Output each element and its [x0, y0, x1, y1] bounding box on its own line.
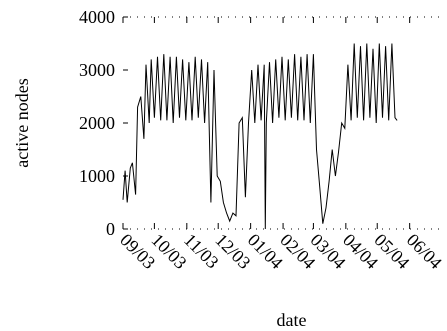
series-line [122, 43, 398, 230]
y-tick-label: 2000 [79, 113, 115, 133]
x-tick-label: 06/04 [403, 230, 446, 273]
x-tick-label: 11/03 [180, 230, 223, 273]
y-tick-label: 1000 [79, 166, 115, 186]
x-tick-label: 10/03 [148, 230, 191, 273]
x-tick-label: 05/04 [370, 230, 413, 273]
y-tick-label: 4000 [79, 7, 115, 27]
axis-labels: 0 1000 2000 3000 4000 09/0310/0311/0312/0301/… [12, 7, 446, 330]
y-tick-label: 3000 [79, 60, 115, 80]
x-tick-label: 09/03 [116, 230, 159, 273]
x-tick-label: 01/04 [244, 230, 287, 273]
x-tick-label: 04/04 [339, 230, 382, 273]
axes [122, 16, 440, 230]
plot-area [122, 43, 398, 230]
y-tick-label: 0 [106, 219, 115, 239]
y-axis-title: active nodes [12, 78, 32, 167]
x-tick-label: 12/03 [211, 230, 254, 273]
x-axis-title: date [277, 310, 307, 330]
